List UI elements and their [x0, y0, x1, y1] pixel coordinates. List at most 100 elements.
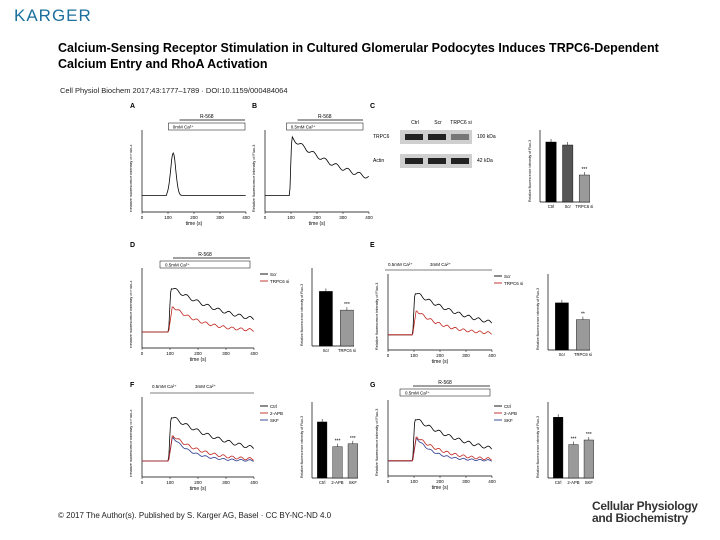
- panel-letter-E: E: [370, 242, 375, 249]
- journal-logo: Cellular Physiology and Biochemistry: [592, 500, 698, 524]
- panel-E-bar: [576, 319, 590, 351]
- panel-E-trace-scr: [388, 293, 493, 336]
- panel-F-x-tick-label: 200: [194, 480, 202, 485]
- panel-F-legend-entry: 2-APB: [270, 411, 283, 416]
- figure: A B C D E F G R-568 0mM Ca²⁺ 0 100 200 300 400 time (s…: [130, 103, 594, 492]
- panel-E-x-tick-label: 200: [436, 353, 444, 358]
- panel-A-x-tick-label: 200: [190, 215, 198, 220]
- panel-A-trace-ctrl: [142, 151, 246, 196]
- panel-D-x-tick-label: 300: [222, 351, 230, 356]
- panel-F-bar-category: 2-APB: [331, 480, 343, 485]
- panel-D-x-axis-label: time (s): [190, 357, 207, 363]
- panel-C-bar: [545, 141, 557, 203]
- panel-E-bar: [555, 302, 569, 351]
- panel-B-x-tick-label: 0: [264, 215, 267, 220]
- panel-F-trace-ctrl: [142, 416, 254, 462]
- blot-lane-label: Scr: [434, 120, 442, 126]
- blot-band: [451, 134, 469, 140]
- panel-A-ca-label: 0mM Ca²⁺: [173, 125, 195, 130]
- panel-letter-C: C: [370, 103, 375, 110]
- panel-E-x-tick-label: 300: [462, 353, 470, 358]
- panel-G-trace-skf: [388, 437, 492, 462]
- blot-lane-label: TRPC6 si: [450, 120, 471, 126]
- panel-A-x-tick-label: 100: [164, 215, 172, 220]
- journal-line-1: Cellular Physiology: [592, 499, 698, 513]
- panel-D-bar: [340, 309, 354, 347]
- panel-G-bar-y-label: Relative fluorescence intensity of Fluo-…: [536, 416, 540, 478]
- panel-G-bar: [553, 417, 564, 479]
- panel-B-x-tick-label: 200: [313, 215, 321, 220]
- panel-D-legend-entry: Scr: [270, 272, 277, 277]
- panel-D-bar-category: TRPC6 si: [338, 348, 356, 353]
- panel-D-legend-entry: TRPC6 si: [270, 279, 289, 284]
- panel-F-bar-significance: ***: [335, 439, 341, 445]
- panel-G-bar-significance: ***: [571, 437, 577, 443]
- panel-F-x-tick-label: 0: [141, 480, 144, 485]
- panel-G-x-tick-label: 200: [436, 479, 444, 484]
- panel-G-bar-category: 2-APB: [567, 480, 579, 485]
- panel-E-legend-entry: Scr: [504, 274, 511, 279]
- panel-D-bar-y-label: Relative fluorescence intensity of Fluo-…: [300, 284, 304, 346]
- panel-G-x-tick-label: 300: [462, 479, 470, 484]
- panel-G-bar: [568, 444, 579, 479]
- panel-E-legend-entry: TRPC6 si: [504, 281, 523, 286]
- panel-F-ca1-label: 0.5mM Ca²⁺: [152, 384, 177, 389]
- panel-G-ca-label: 0.5mM Ca²⁺: [405, 391, 430, 396]
- panel-F-bar-significance: ***: [350, 436, 356, 442]
- blot-protein-label: Actin: [373, 158, 384, 164]
- panel-C-bar-significance: ***: [581, 167, 587, 173]
- panel-F-bar-category: SKF: [349, 480, 358, 485]
- panel-G-y-axis-label: Relative fluorescence intensity of Fluo-…: [375, 409, 379, 476]
- panel-C-bar-category: TRPC6 si: [575, 204, 593, 209]
- panel-F-x-tick-label: 400: [250, 480, 258, 485]
- panel-E-ca2-label: 3mM Ca²⁺: [430, 262, 452, 267]
- panel-G-ca-box: [399, 388, 491, 397]
- panel-D-trace-trpc6si: [142, 306, 254, 333]
- panel-A-x-tick-label: 300: [216, 215, 224, 220]
- panel-F-bar: [347, 443, 358, 479]
- panel-E-bar-y-label: Relative fluorescence intensity of Fluo-…: [536, 288, 540, 350]
- panel-B-ca-label: 0.5mM Ca²⁺: [291, 125, 316, 130]
- panel-G-x-tick-label: 100: [410, 479, 418, 484]
- panel-E-y-axis-label: Relative fluorescence intensity of Fluo-…: [375, 283, 379, 350]
- karger-logo: KARGER: [14, 6, 92, 25]
- panel-B-x-tick-label: 300: [339, 215, 347, 220]
- panel-B-trace-ctrl: [265, 135, 369, 196]
- panel-C-bar-category: Ctrl: [548, 204, 555, 209]
- copyright-footer: © 2017 The Author(s). Published by S. Ka…: [58, 511, 332, 520]
- panel-D-x-tick-label: 400: [250, 351, 258, 356]
- panel-D-x-tick-label: 200: [194, 351, 202, 356]
- panel-F-trace-2apb: [142, 435, 254, 462]
- panel-G-stimulus-label: R-568: [438, 380, 452, 386]
- panel-letter-F: F: [130, 382, 135, 389]
- panel-F-legend-entry: Ctrl: [270, 404, 277, 409]
- panel-G-x-axis-label: time (s): [432, 485, 449, 491]
- panel-F-bar: [332, 446, 343, 479]
- panel-G-bar-significance: ***: [586, 432, 592, 438]
- panel-letter-G: G: [370, 382, 376, 389]
- panel-E-bar-significance: **: [581, 312, 585, 318]
- panel-G-legend-entry: Ctrl: [504, 404, 511, 409]
- slide-title: Calcium-Sensing Receptor Stimulation in …: [58, 41, 659, 71]
- panel-B-y-axis-label: Relative fluorescence intensity of Fluo-…: [252, 145, 256, 212]
- panel-G-legend-entry: SKF: [504, 418, 513, 423]
- panel-G-x-tick-label: 400: [488, 479, 496, 484]
- panel-G-legend-entry: 2-APB: [504, 411, 517, 416]
- panel-E-ca1-label: 0.5mM Ca²⁺: [388, 262, 413, 267]
- panel-letter-D: D: [130, 242, 135, 249]
- panel-G-bar: [583, 439, 594, 479]
- blot-size-label: 100 kDa: [477, 134, 496, 140]
- panel-A-x-tick-label: 400: [242, 215, 250, 220]
- blot-band: [451, 158, 469, 164]
- panel-B-x-tick-label: 400: [365, 215, 373, 220]
- blot-band: [428, 134, 446, 140]
- panel-letter-A: A: [130, 103, 135, 110]
- panel-D-bar-significance: ***: [344, 302, 350, 308]
- panel-D-trace-scr: [142, 287, 254, 333]
- panel-F-bar: [317, 421, 328, 479]
- panel-F-x-axis-label: time (s): [190, 486, 207, 492]
- panel-E-x-tick-label: 400: [488, 353, 496, 358]
- panel-C-bar-y-label: Relative fluorescence intensity of Fluo-…: [528, 140, 532, 202]
- blot-band: [405, 134, 423, 140]
- panel-F-x-tick-label: 100: [166, 480, 174, 485]
